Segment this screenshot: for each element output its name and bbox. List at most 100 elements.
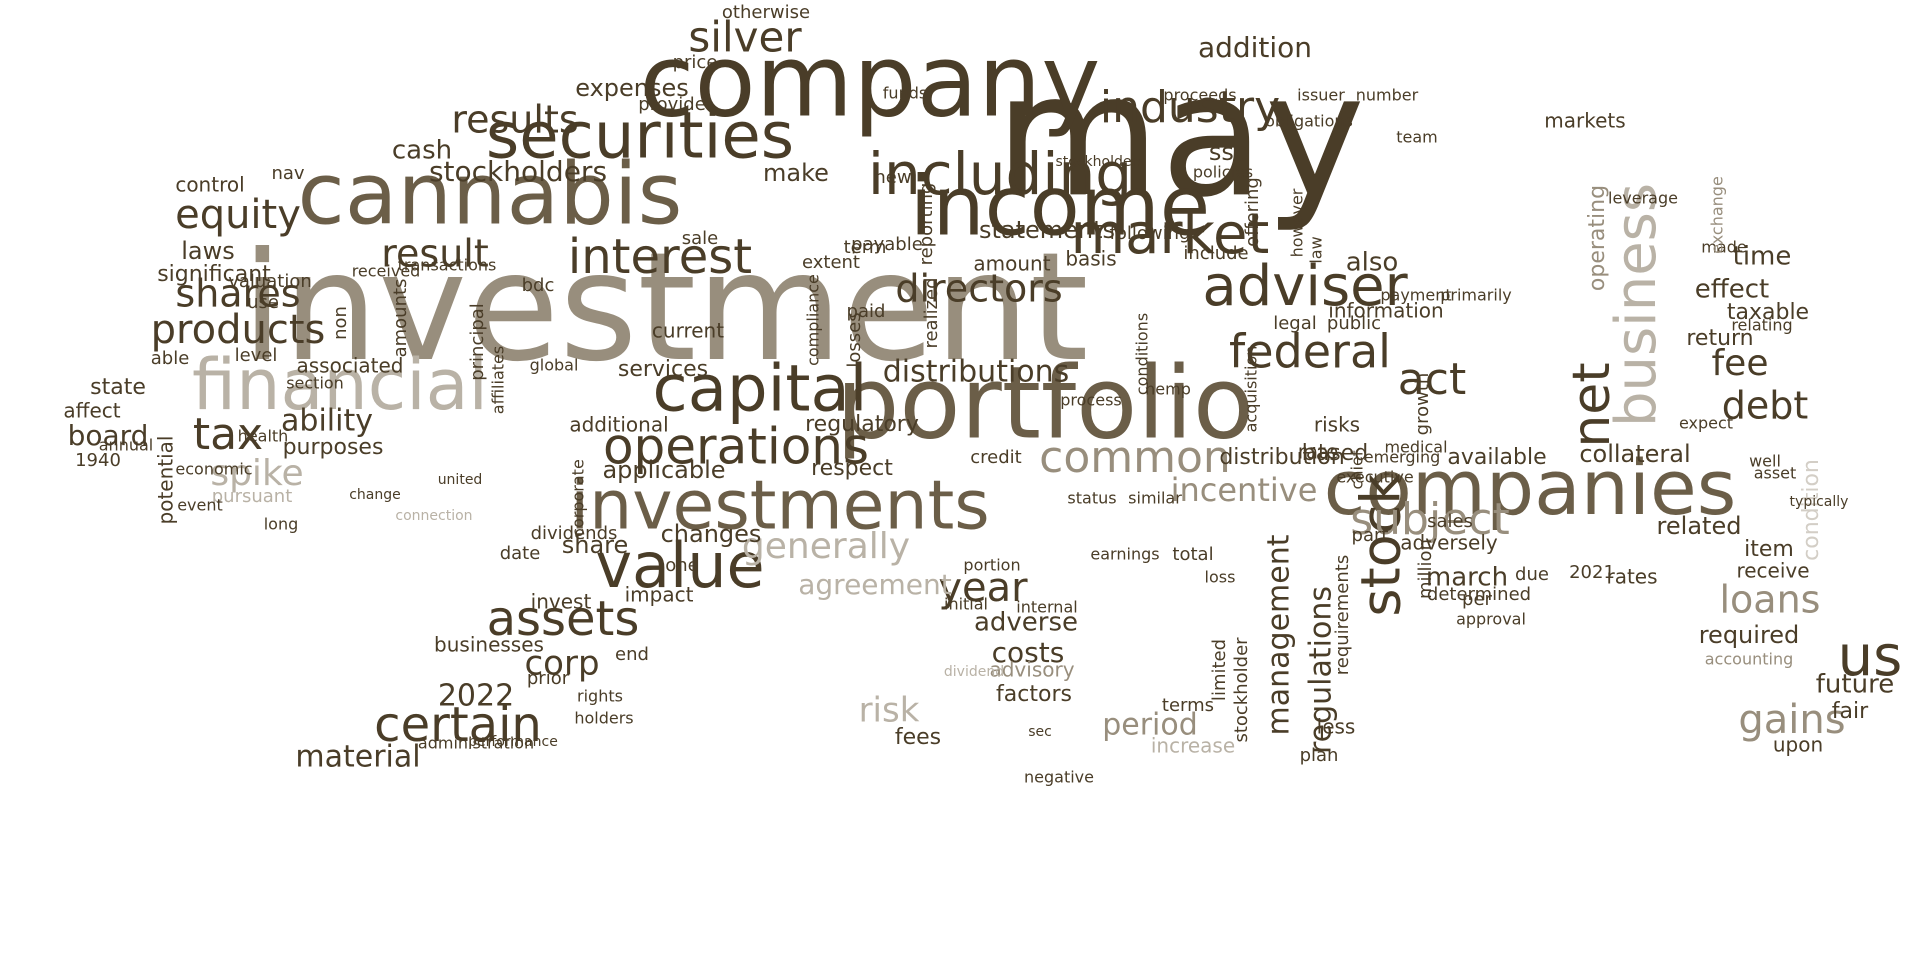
word-payment: payment <box>1380 286 1451 305</box>
word-factors: factors <box>996 682 1072 707</box>
word-one: one <box>665 555 699 576</box>
word-shares: shares <box>175 272 300 316</box>
word-industry: industry <box>1100 82 1280 133</box>
word-loans: loans <box>1720 578 1821 622</box>
word-obligations: obligations <box>1265 112 1353 131</box>
word-sales: sales <box>1427 511 1473 532</box>
word-executive: executive <box>1336 468 1413 487</box>
word-regulations: regulations <box>1304 586 1339 754</box>
word-control: control <box>175 173 244 197</box>
word-primarily: primarily <box>1440 286 1512 305</box>
word-united: united <box>438 472 483 488</box>
word-rates: rates <box>1606 565 1657 589</box>
word-expenses: expenses <box>575 74 689 102</box>
word-ability: ability <box>281 404 373 439</box>
word-effect: effect <box>1695 275 1769 305</box>
word-costs: costs <box>992 636 1065 669</box>
word-dividend: dividend <box>944 664 1004 680</box>
word-rights: rights <box>577 687 623 706</box>
word-realized: realized <box>921 277 942 348</box>
word-stock: stock <box>1350 473 1413 617</box>
word-adviser: adviser <box>1202 254 1408 319</box>
word-million: million <box>1415 539 1436 599</box>
word-capital: capital <box>653 353 868 427</box>
word-level: level <box>235 345 278 366</box>
word-board: board <box>68 419 149 452</box>
word-also: also <box>1346 248 1399 278</box>
word-proceeds: proceeds <box>1163 86 1236 105</box>
word-cash: cash <box>392 136 452 166</box>
word-made: made <box>1701 238 1746 257</box>
word-march: march <box>1426 563 1508 593</box>
word-1940: 1940 <box>75 450 121 471</box>
word-impact: impact <box>625 583 694 607</box>
word-holders: holders <box>574 709 633 728</box>
word-long: long <box>264 515 299 534</box>
word-upon: upon <box>1773 733 1823 757</box>
word-economic: economic <box>175 460 252 479</box>
word-information: information <box>1328 299 1443 323</box>
word-rate: rate <box>1298 440 1339 464</box>
word-business: business <box>1604 183 1669 427</box>
word-net: net <box>1562 362 1622 447</box>
word-assets: assets <box>487 591 640 647</box>
word-risk: risk <box>859 691 920 731</box>
word-policies: policies <box>1193 163 1253 182</box>
word-companies: companies <box>1324 443 1737 532</box>
word-stockholders: stockholders <box>1055 154 1144 170</box>
word-change: change <box>349 487 401 503</box>
word-common: common <box>1039 432 1231 483</box>
word-interest: interest <box>568 229 752 285</box>
word-offering: offering <box>1242 177 1263 247</box>
word-fee: fee <box>1712 343 1769 384</box>
word-new: new <box>874 167 911 188</box>
word-part: part <box>1352 525 1389 546</box>
word-share: share <box>562 531 629 559</box>
word-non: non <box>330 306 351 340</box>
word-following: following <box>1110 223 1191 244</box>
word-receive: receive <box>1736 559 1809 583</box>
word-sale: sale <box>682 228 718 249</box>
word-distributions: distributions <box>883 355 1070 390</box>
word-end: end <box>615 644 649 665</box>
word-state: state <box>90 375 146 400</box>
word-distribution: distribution <box>1219 445 1344 470</box>
word-valuation: valuation <box>228 271 312 292</box>
word-determined: determined <box>1427 584 1531 605</box>
word-compliance: compliance <box>804 274 823 366</box>
word-losses: losses <box>844 312 865 367</box>
word-growth: growth <box>1412 373 1433 436</box>
word-basis: basis <box>1065 247 1116 271</box>
word-markets: markets <box>1544 109 1625 133</box>
word-spike: spike <box>210 453 303 494</box>
word-administration: administration <box>418 734 534 753</box>
word-directors: directors <box>895 267 1062 311</box>
word-cannabis: cannabis <box>298 144 683 244</box>
word-securities: securities <box>486 100 794 174</box>
word-investment: investment <box>241 221 1088 395</box>
word-related: related <box>1657 512 1742 540</box>
word-typically: typically <box>1790 494 1849 510</box>
word-use: use <box>247 292 279 313</box>
word-income: income <box>910 159 1210 254</box>
word-fees: fees <box>895 725 941 750</box>
word-plan: plan <box>1300 745 1339 766</box>
word-internal: internal <box>1016 598 1077 617</box>
word-principal: principal <box>467 303 488 381</box>
word-invest: invest <box>531 590 592 614</box>
word-purposes: purposes <box>283 435 384 460</box>
word-payable: payable <box>851 234 923 255</box>
word-statements: statements <box>979 216 1115 244</box>
word-able: able <box>151 348 190 369</box>
word-due: due <box>1515 564 1549 585</box>
word-terms: terms <box>1162 695 1214 716</box>
word-generally: generally <box>742 526 910 567</box>
word-2021: 2021 <box>1569 562 1615 583</box>
word-dividends: dividends <box>531 523 618 544</box>
word-loss: loss <box>1205 568 1236 587</box>
word-conditions: conditions <box>1133 313 1152 395</box>
word-event: event <box>177 496 223 515</box>
word-incentive: incentive <box>1171 471 1318 509</box>
word-required: required <box>1699 621 1800 649</box>
word-medical: medical <box>1384 438 1447 457</box>
